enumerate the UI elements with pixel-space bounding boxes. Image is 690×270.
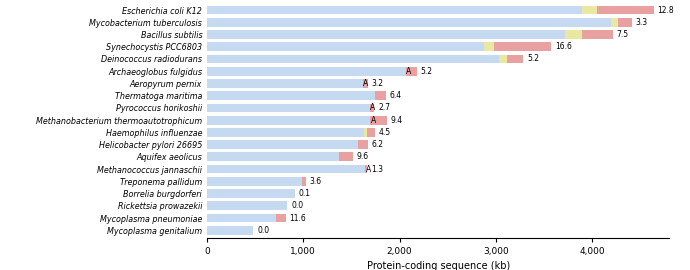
Text: A: A <box>363 79 368 88</box>
Bar <box>207 116 370 124</box>
Text: 3.6: 3.6 <box>310 177 322 186</box>
Text: 6.2: 6.2 <box>371 140 384 149</box>
Bar <box>357 140 368 149</box>
Bar <box>494 42 551 51</box>
Bar <box>363 79 368 88</box>
Bar <box>207 153 339 161</box>
Bar <box>207 67 406 76</box>
Bar <box>597 6 654 14</box>
Text: 1.3: 1.3 <box>371 165 383 174</box>
Text: 5.2: 5.2 <box>421 67 433 76</box>
Bar <box>367 128 375 137</box>
Bar <box>370 103 375 112</box>
Bar <box>207 91 375 100</box>
Text: 4.5: 4.5 <box>379 128 391 137</box>
Text: 9.4: 9.4 <box>391 116 403 125</box>
Text: 3.2: 3.2 <box>372 79 384 88</box>
Bar <box>375 91 386 100</box>
Text: 9.6: 9.6 <box>357 152 368 161</box>
Bar <box>207 55 499 63</box>
Bar <box>207 165 365 174</box>
Text: A: A <box>371 116 375 125</box>
Text: 3.3: 3.3 <box>635 18 648 27</box>
Text: 0.1: 0.1 <box>299 189 310 198</box>
Bar <box>582 6 597 14</box>
Text: A: A <box>371 103 375 112</box>
Text: A: A <box>406 67 412 76</box>
Bar <box>582 30 613 39</box>
Bar <box>207 79 363 88</box>
Bar <box>207 140 357 149</box>
Text: 7.5: 7.5 <box>617 30 629 39</box>
Bar <box>207 103 370 112</box>
Bar <box>207 6 582 14</box>
Bar <box>302 177 306 186</box>
Bar <box>207 128 364 137</box>
Bar <box>207 177 302 186</box>
Text: 16.6: 16.6 <box>555 42 572 51</box>
Bar <box>207 201 287 210</box>
Bar <box>370 116 387 124</box>
Bar <box>611 18 618 27</box>
Bar <box>364 128 367 137</box>
Bar <box>207 214 277 222</box>
Bar <box>339 153 353 161</box>
Bar <box>365 165 367 174</box>
Bar <box>484 42 494 51</box>
Text: 6.4: 6.4 <box>390 91 402 100</box>
Text: 0.0: 0.0 <box>291 201 304 210</box>
X-axis label: Protein-coding sequence (kb): Protein-coding sequence (kb) <box>366 261 510 270</box>
Bar <box>277 214 286 222</box>
Bar <box>207 42 484 51</box>
Text: A: A <box>366 165 371 174</box>
Text: 0.0: 0.0 <box>257 226 269 235</box>
Bar <box>207 30 565 39</box>
Text: 12.8: 12.8 <box>658 6 674 15</box>
Bar <box>207 226 253 235</box>
Text: 2.7: 2.7 <box>378 103 391 112</box>
Bar <box>207 18 611 27</box>
Bar <box>207 189 295 198</box>
Text: 11.6: 11.6 <box>289 214 306 222</box>
Text: 5.2: 5.2 <box>527 55 539 63</box>
Bar <box>499 55 507 63</box>
Bar <box>618 18 632 27</box>
Bar <box>406 67 417 76</box>
Bar <box>565 30 582 39</box>
Bar <box>507 55 523 63</box>
